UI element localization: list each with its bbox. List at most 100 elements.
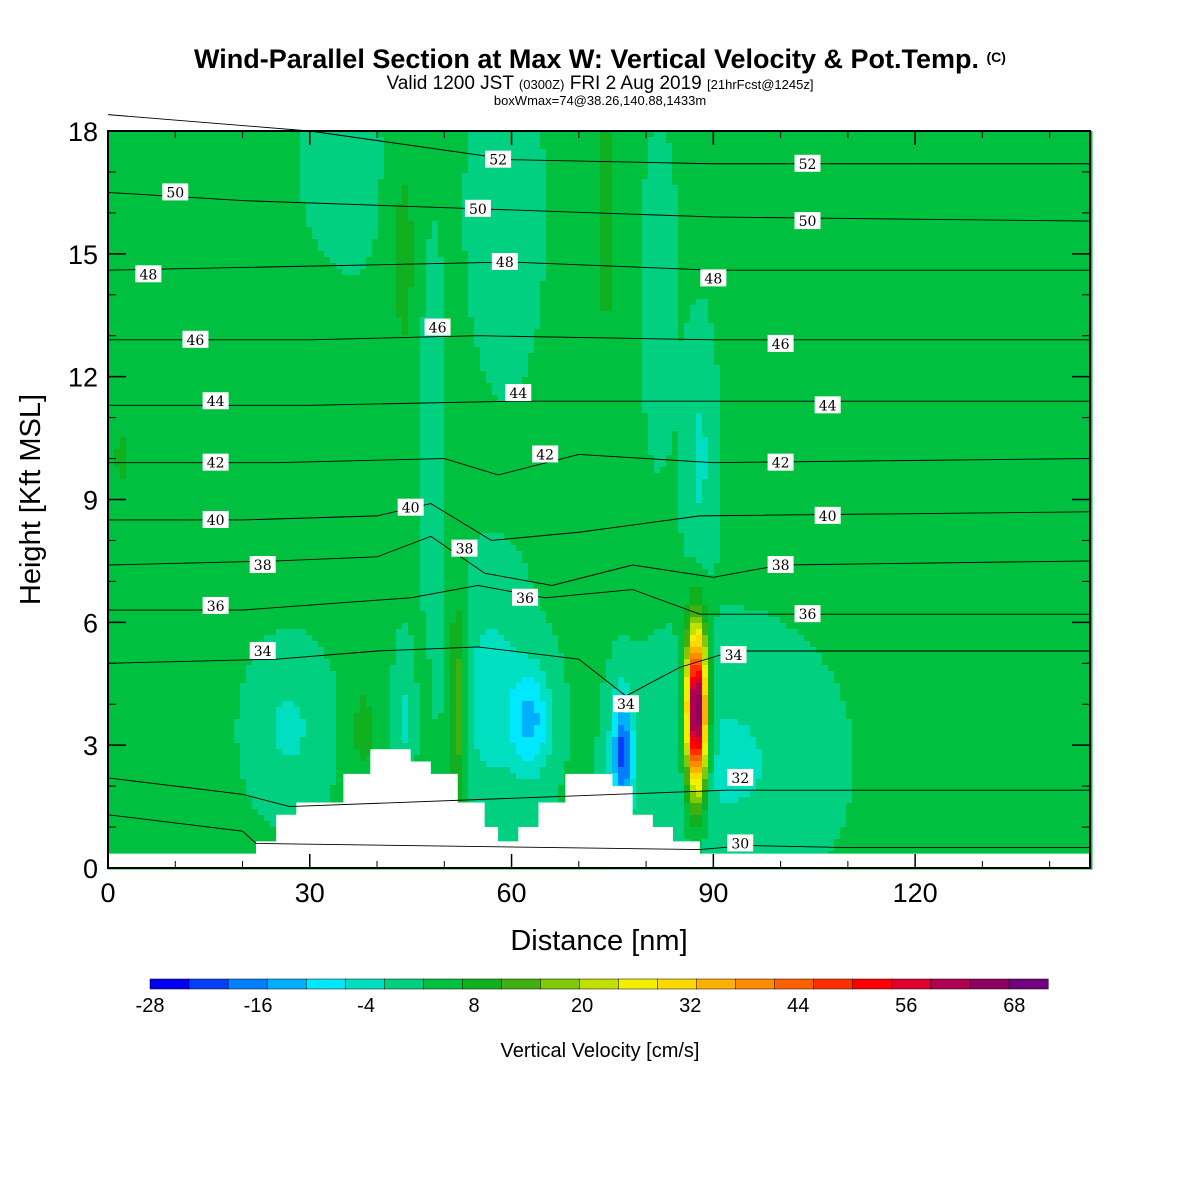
w-cell: [180, 227, 187, 234]
w-cell: [138, 359, 145, 366]
w-cell: [318, 545, 325, 552]
w-cell: [108, 365, 115, 372]
w-cell: [342, 335, 349, 342]
w-cell: [150, 713, 157, 720]
w-cell: [276, 581, 283, 588]
w-cell: [162, 623, 169, 630]
w-cell: [294, 599, 301, 606]
w-cell: [252, 335, 259, 342]
w-cell: [144, 521, 151, 528]
w-cell: [312, 251, 319, 258]
w-cell: [228, 677, 235, 684]
w-cell: [108, 347, 115, 354]
w-cell: [234, 551, 241, 558]
w-cell: [222, 545, 229, 552]
w-cell: [336, 425, 343, 432]
w-cell: [246, 257, 253, 264]
w-cell: [114, 461, 121, 468]
w-cell: [300, 353, 307, 360]
w-cell: [342, 713, 349, 720]
w-cell: [108, 737, 115, 744]
w-cell: [222, 275, 229, 282]
w-cell: [150, 767, 157, 774]
w-cell: [348, 173, 355, 180]
w-cell: [336, 461, 343, 468]
w-cell: [216, 821, 223, 828]
w-cell: [192, 281, 199, 288]
w-cell: [234, 731, 241, 738]
w-cell: [294, 563, 301, 570]
w-cell: [318, 515, 325, 522]
w-cell: [240, 557, 247, 564]
w-cell: [294, 605, 301, 612]
w-cell: [276, 761, 283, 768]
w-cell: [246, 491, 253, 498]
w-cell: [222, 335, 229, 342]
w-cell: [294, 761, 301, 768]
w-cell: [282, 773, 289, 780]
w-cell: [228, 821, 235, 828]
w-cell: [138, 443, 145, 450]
w-cell: [264, 629, 271, 636]
w-cell: [288, 407, 295, 414]
w-cell: [276, 365, 283, 372]
w-cell: [186, 377, 193, 384]
w-cell: [174, 659, 181, 666]
w-cell: [234, 305, 241, 312]
w-cell: [138, 761, 145, 768]
w-cell: [144, 593, 151, 600]
w-cell: [312, 629, 319, 636]
w-cell: [180, 383, 187, 390]
w-cell: [168, 293, 175, 300]
w-cell: [318, 737, 325, 744]
w-cell: [204, 293, 211, 300]
w-cell: [138, 461, 145, 468]
w-cell: [204, 179, 211, 186]
w-cell: [252, 251, 259, 258]
w-cell: [132, 269, 139, 276]
w-cell: [288, 761, 295, 768]
w-cell: [312, 731, 319, 738]
w-cell: [156, 389, 163, 396]
w-cell: [282, 389, 289, 396]
w-cell: [144, 191, 151, 198]
vertical-velocity-field: [108, 131, 1093, 870]
w-cell: [126, 605, 133, 612]
w-cell: [252, 725, 259, 732]
w-cell: [156, 443, 163, 450]
w-cell: [330, 767, 337, 774]
w-cell: [288, 731, 295, 738]
w-cell: [180, 737, 187, 744]
w-cell: [156, 569, 163, 576]
w-cell: [312, 791, 319, 798]
w-cell: [324, 527, 331, 534]
w-cell: [156, 437, 163, 444]
w-cell: [318, 245, 325, 252]
w-cell: [258, 167, 265, 174]
w-cell: [252, 845, 259, 852]
w-cell: [210, 317, 217, 324]
w-cell: [210, 191, 217, 198]
w-cell: [288, 185, 295, 192]
w-cell: [336, 143, 343, 150]
w-cell: [162, 377, 169, 384]
w-cell: [222, 281, 229, 288]
w-cell: [252, 815, 259, 822]
w-cell: [162, 833, 169, 840]
w-cell: [120, 503, 127, 510]
w-cell: [186, 725, 193, 732]
w-cell: [222, 383, 229, 390]
w-cell: [294, 779, 301, 786]
w-cell: [222, 227, 229, 234]
w-cell: [222, 245, 229, 252]
w-cell: [240, 377, 247, 384]
w-cell: [246, 215, 253, 222]
w-cell: [336, 725, 343, 732]
w-cell: [348, 395, 355, 402]
w-cell: [336, 791, 343, 798]
w-cell: [306, 407, 313, 414]
w-cell: [192, 797, 199, 804]
w-cell: [216, 827, 223, 834]
w-cell: [180, 791, 187, 798]
w-cell: [120, 623, 127, 630]
